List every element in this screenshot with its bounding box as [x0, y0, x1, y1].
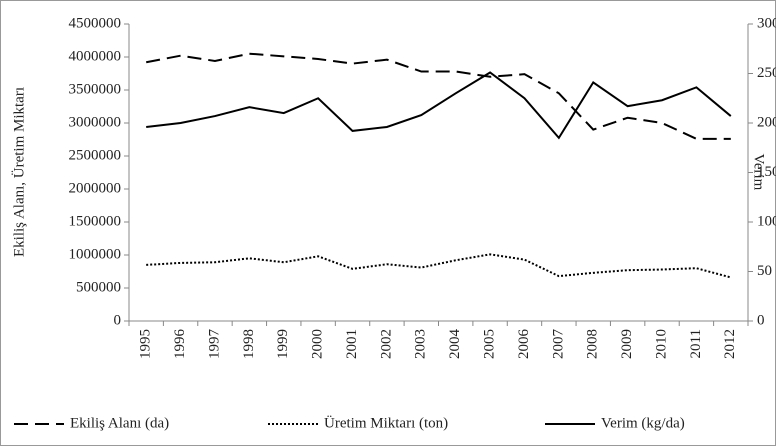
x-tick-label: 2004	[447, 329, 463, 360]
y2-tick-label: 300	[757, 15, 776, 31]
series-line	[146, 71, 732, 140]
legend-label: Üretim Miktarı (ton)	[324, 414, 448, 431]
x-tick-label: 2002	[378, 329, 394, 359]
x-tick-label: 2012	[722, 329, 738, 359]
x-tick-label: 1995	[138, 329, 154, 359]
series-line	[146, 52, 731, 140]
y-tick-label: 4000000	[69, 48, 122, 64]
x-tick-label: 2006	[516, 329, 532, 360]
y2-tick-label: 250	[757, 65, 776, 81]
x-tick-label: 2010	[653, 329, 669, 359]
x-tick-label: 1998	[241, 329, 257, 359]
y2-tick-label: 50	[757, 263, 772, 279]
x-tick-label: 2011	[688, 329, 704, 358]
legend-label: Verim (kg/da)	[601, 415, 685, 431]
y2-axis-label: Verim	[751, 154, 767, 191]
series-line	[146, 253, 732, 279]
y-tick-label: 3500000	[69, 81, 122, 97]
y2-tick-label: 200	[757, 114, 776, 130]
x-tick-label: 2007	[550, 329, 566, 360]
y2-tick-label: 0	[757, 312, 765, 328]
x-tick-label: 2009	[619, 329, 635, 359]
y2-tick-label: 100	[757, 213, 776, 229]
legend-label: Ekiliş Alanı (da)	[70, 415, 169, 431]
x-tick-label: 1999	[275, 329, 291, 359]
y-tick-label: 2000000	[69, 180, 122, 196]
y-axis-label: Ekiliş Alanı, Üretim Miktarı	[10, 87, 27, 257]
y-tick-label: 4500000	[69, 15, 122, 31]
x-tick-label: 1997	[206, 329, 222, 360]
y-tick-label: 3000000	[69, 114, 122, 130]
y2-tick-label: 150	[757, 164, 776, 180]
y-tick-label: 1500000	[69, 213, 122, 229]
x-tick-label: 1996	[172, 329, 188, 360]
y-tick-label: 1000000	[69, 246, 122, 262]
y-tick-label: 500000	[76, 279, 121, 295]
x-tick-label: 2008	[585, 329, 601, 359]
x-tick-label: 2003	[413, 329, 429, 359]
y-tick-label: 0	[114, 312, 122, 328]
y-tick-label: 2500000	[69, 147, 122, 163]
x-tick-label: 2000	[310, 329, 326, 359]
x-tick-label: 2001	[344, 329, 360, 359]
x-tick-label: 2005	[482, 329, 498, 359]
